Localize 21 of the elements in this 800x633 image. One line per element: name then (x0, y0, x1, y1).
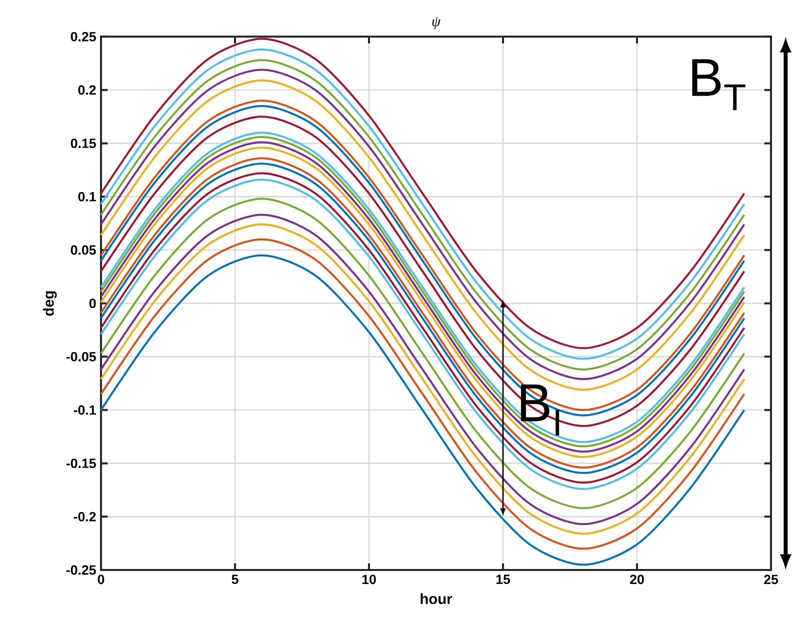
annotation: B$_{T}$ (692, 59, 746, 110)
x-tick-label: 0 (98, 574, 104, 584)
y-tick-label: 0 (89, 298, 96, 308)
x-tick-label: 25 (764, 574, 778, 584)
x-axis-title: hour (420, 593, 452, 604)
y-axis-title: deg (43, 291, 57, 316)
y-tick-label: -0.25 (66, 565, 96, 575)
x-tick-label: 20 (630, 574, 644, 584)
chart-title: ψ (432, 17, 441, 30)
y-tick-label: 0.2 (78, 85, 96, 95)
x-tick-label: 15 (496, 574, 510, 584)
y-tick-label: 0.25 (70, 32, 96, 42)
y-tick-label: -0.2 (74, 512, 96, 522)
x-tick-label: 10 (362, 574, 376, 584)
y-tick-label: 0.05 (70, 245, 96, 255)
y-tick-label: -0.15 (66, 458, 96, 468)
y-tick-label: -0.1 (74, 405, 96, 415)
y-tick-label: 0.15 (70, 138, 96, 148)
y-tick-label: 0.1 (78, 192, 96, 202)
x-tick-label: 5 (232, 574, 238, 584)
y-tick-label: -0.05 (66, 352, 96, 362)
